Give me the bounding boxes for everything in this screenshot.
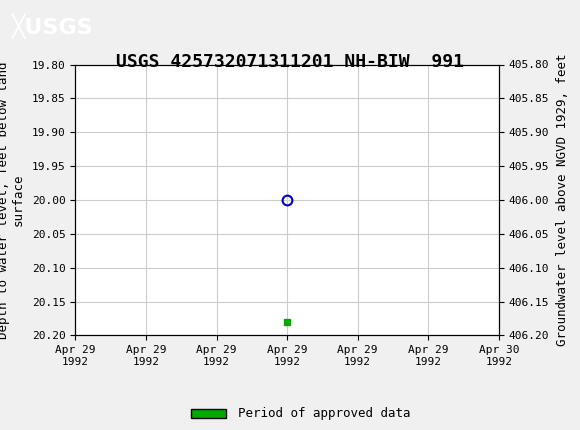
Y-axis label: Depth to water level, feet below land
surface: Depth to water level, feet below land su… xyxy=(0,61,25,339)
Text: USGS 425732071311201 NH-BIW  991: USGS 425732071311201 NH-BIW 991 xyxy=(116,53,464,71)
Text: ╳USGS: ╳USGS xyxy=(12,13,93,39)
Y-axis label: Groundwater level above NGVD 1929, feet: Groundwater level above NGVD 1929, feet xyxy=(556,54,569,346)
Text: Period of approved data: Period of approved data xyxy=(238,407,410,420)
